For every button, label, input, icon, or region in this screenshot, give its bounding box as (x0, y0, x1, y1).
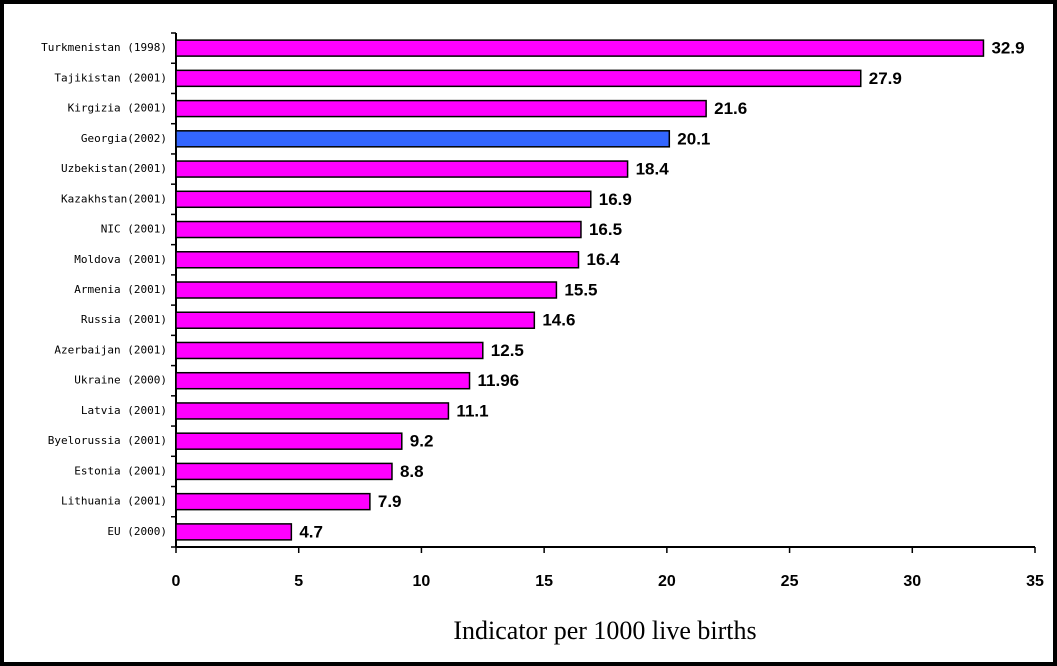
data-label: 12.5 (491, 341, 524, 360)
x-tick-label: 30 (903, 573, 921, 590)
data-label: 18.4 (636, 160, 670, 179)
bar (175, 190, 592, 209)
x-tick-label: 0 (172, 573, 181, 590)
bar (175, 39, 985, 57)
bar (175, 99, 707, 118)
data-label: 32.9 (991, 39, 1024, 58)
y-tick-label: Russia (2001) (81, 313, 167, 326)
x-tick-label: 5 (294, 573, 303, 590)
data-label: 9.2 (410, 432, 434, 451)
y-tick-label: Moldova (2001) (74, 253, 167, 266)
x-tick-label: 20 (658, 573, 676, 590)
y-tick-label: Latvia (2001) (81, 404, 167, 417)
bar (175, 492, 371, 511)
y-tick-label: Uzbekistan(2001) (61, 162, 167, 175)
bar (175, 281, 558, 299)
y-tick-label: EU (2000) (107, 525, 167, 538)
y-tick-label: Armenia (2001) (74, 283, 167, 296)
data-label: 4.7 (299, 522, 323, 541)
data-label: 14.6 (542, 311, 575, 330)
bar (175, 432, 403, 450)
y-tick-label: Estonia (2001) (74, 464, 167, 477)
bar (175, 251, 580, 269)
data-label: 27.9 (869, 69, 902, 88)
data-label: 11.1 (456, 401, 488, 420)
data-label: 15.5 (564, 280, 597, 299)
data-label: 16.5 (589, 220, 622, 239)
data-label: 16.9 (599, 190, 632, 209)
x-tick-label: 15 (535, 573, 553, 590)
y-tick-label: Lithuania (2001) (61, 495, 167, 508)
y-tick-label: Byelorussia (2001) (48, 434, 167, 447)
x-tick-label: 25 (781, 573, 799, 590)
bar (175, 311, 536, 329)
data-label: 21.6 (714, 99, 747, 118)
y-tick-label: Kazakhstan(2001) (61, 192, 167, 205)
data-label: 8.8 (400, 462, 424, 481)
data-label: 11.96 (478, 371, 520, 390)
x-tick-label: 10 (413, 573, 431, 590)
y-tick-label: Azerbaijan (2001) (54, 343, 167, 356)
bar (175, 341, 484, 360)
bar (175, 130, 671, 148)
data-label: 16.4 (587, 250, 621, 269)
bar (175, 371, 471, 390)
y-tick-label: Georgia(2002) (81, 132, 167, 145)
y-tick-label: Turkmenistan (1998) (41, 41, 167, 54)
y-tick-label: Ukraine (2000) (74, 374, 167, 387)
data-label: 7.9 (378, 492, 402, 511)
x-tick-label: 35 (1026, 573, 1044, 590)
bar (175, 69, 862, 88)
x-axis-title: Indicator per 1000 live births (453, 616, 756, 645)
y-tick-label: Tajikistan (2001) (54, 71, 167, 84)
bar (175, 220, 582, 239)
bar (175, 462, 393, 481)
data-label: 20.1 (677, 129, 710, 148)
bar (175, 523, 293, 541)
y-tick-label: NIC (2001) (101, 223, 167, 236)
bar (175, 160, 629, 178)
bar (175, 402, 450, 420)
y-tick-label: Kirgizia (2001) (68, 102, 167, 115)
